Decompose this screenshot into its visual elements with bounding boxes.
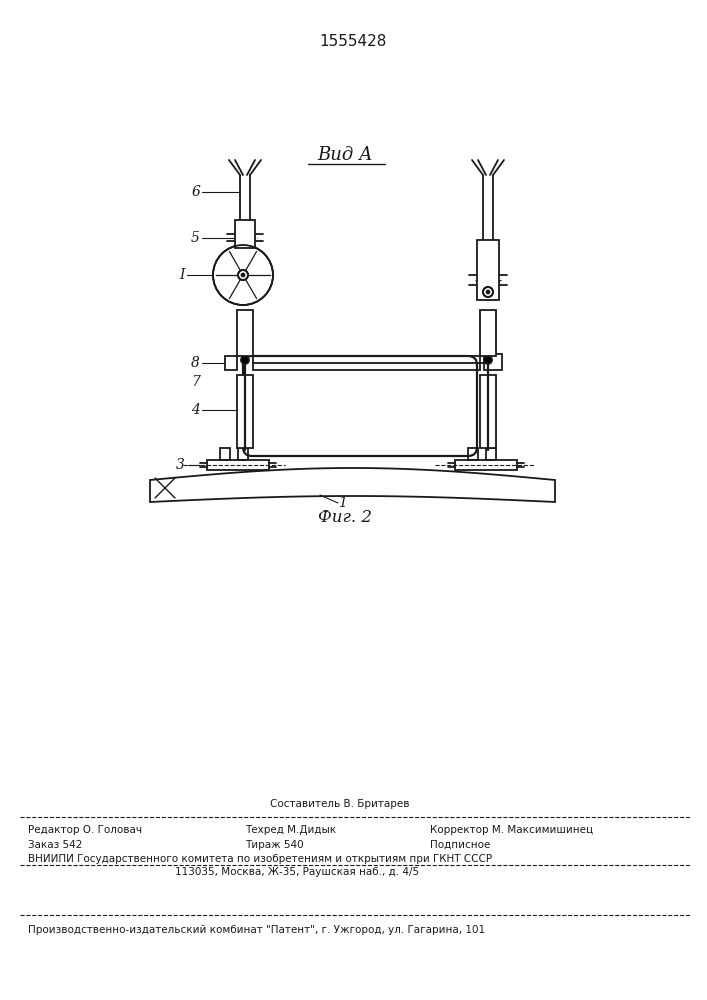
Text: Подписное: Подписное	[430, 840, 491, 850]
Bar	[468, 448, 478, 460]
Text: Заказ 542: Заказ 542	[28, 840, 83, 850]
Bar	[480, 310, 496, 356]
FancyBboxPatch shape	[243, 356, 477, 456]
Bar	[455, 460, 517, 470]
Bar	[477, 240, 499, 300]
Bar	[480, 375, 496, 448]
Circle shape	[486, 290, 489, 294]
Text: ВНИИПИ Государственного комитета по изобретениям и открытиям при ГКНТ СССР: ВНИИПИ Государственного комитета по изоб…	[28, 854, 492, 864]
Text: I: I	[180, 268, 185, 282]
Text: Техред М.Дидык: Техред М.Дидык	[245, 825, 336, 835]
Circle shape	[242, 273, 245, 276]
Bar	[238, 448, 248, 460]
Text: 1555428: 1555428	[320, 34, 387, 49]
Bar	[253, 356, 480, 370]
Text: Корректор М. Максимишинец: Корректор М. Максимишинец	[430, 825, 593, 835]
Circle shape	[241, 356, 249, 364]
Text: 4: 4	[191, 403, 200, 417]
Text: 113035, Москва, Ж-35, Раушская наб., д. 4/5: 113035, Москва, Ж-35, Раушская наб., д. …	[175, 867, 419, 877]
Text: 1: 1	[338, 496, 347, 510]
Bar	[237, 375, 253, 448]
Text: Составитель В. Бритарев: Составитель В. Бритарев	[270, 799, 409, 809]
Bar	[207, 460, 269, 470]
Text: 5: 5	[191, 231, 200, 245]
Text: 8: 8	[191, 356, 200, 370]
Bar	[237, 310, 253, 356]
Bar	[220, 448, 230, 460]
Text: Тираж 540: Тираж 540	[245, 840, 303, 850]
Bar	[235, 220, 255, 248]
Circle shape	[483, 287, 493, 297]
Text: 6: 6	[191, 185, 200, 199]
Circle shape	[213, 245, 273, 305]
Text: 7: 7	[191, 375, 200, 389]
Circle shape	[238, 270, 248, 280]
Bar	[486, 448, 496, 460]
Text: 3: 3	[176, 458, 185, 472]
Circle shape	[484, 356, 492, 364]
Text: Производственно-издательский комбинат "Патент", г. Ужгород, ул. Гагарина, 101: Производственно-издательский комбинат "П…	[28, 925, 485, 935]
Bar	[225, 356, 237, 370]
Polygon shape	[150, 468, 555, 502]
Text: Фиг. 2: Фиг. 2	[318, 508, 372, 526]
Text: Редактор О. Головач: Редактор О. Головач	[28, 825, 142, 835]
Bar	[484, 354, 502, 370]
Text: Вид А: Вид А	[317, 146, 373, 164]
